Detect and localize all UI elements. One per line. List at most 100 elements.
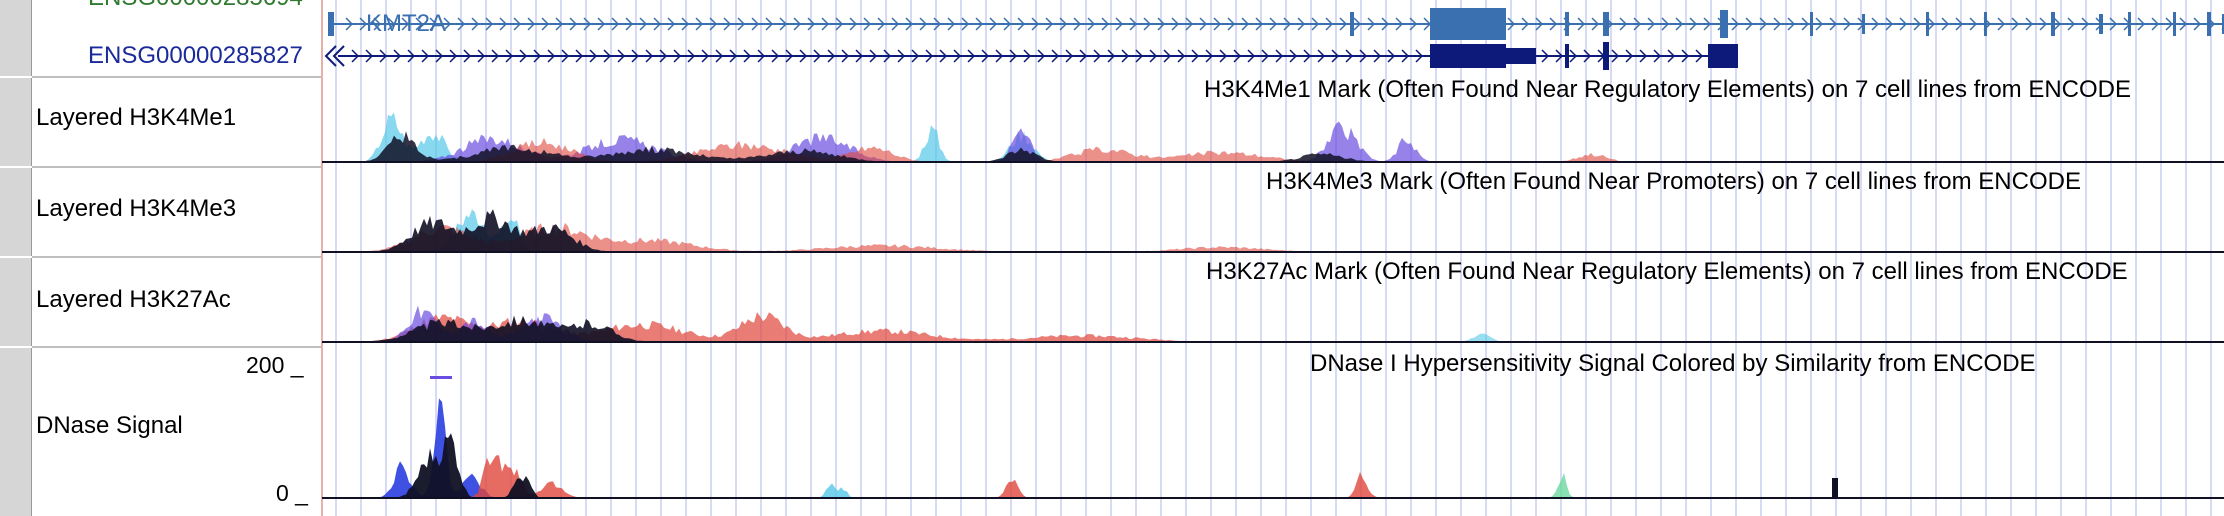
strand-arrow [589, 49, 598, 63]
strand-arrow [765, 17, 774, 31]
kmt2a-exon [1862, 14, 1865, 34]
strand-arrow [1087, 17, 1096, 31]
strand-arrow [1129, 17, 1138, 31]
track-button-h3k27ac[interactable] [0, 258, 32, 346]
strand-arrow [715, 49, 724, 63]
label-separator [32, 76, 322, 78]
strand-arrow [1079, 49, 1088, 63]
track-label-h3k27ac[interactable]: Layered H3K27Ac [36, 286, 231, 313]
strand-arrow [975, 17, 984, 31]
strand-arrow [1261, 49, 1270, 63]
strand-arrow [947, 17, 956, 31]
track-button-h3k4me3[interactable] [0, 168, 32, 256]
strand-arrow [2025, 17, 2034, 31]
track-label-h3k4me3[interactable]: Layered H3K4Me3 [36, 195, 237, 222]
ensg-gene-label[interactable]: ENSG00000285827 [88, 42, 303, 69]
strand-arrow [1017, 17, 1026, 31]
strand-arrow [1115, 17, 1124, 31]
strand-arrow [681, 17, 690, 31]
strand-arrow [547, 49, 556, 63]
dnase-axis-min-label: 0 _ [276, 480, 308, 506]
strand-arrow [1549, 17, 1558, 31]
strand-arrow [513, 17, 522, 31]
strand-arrow [757, 49, 766, 63]
strand-arrow [1409, 17, 1418, 31]
strand-arrow [737, 17, 746, 31]
strand-arrow [709, 17, 718, 31]
strand-arrow [729, 49, 738, 63]
strand-arrow [1101, 17, 1110, 31]
strand-arrow [351, 49, 360, 63]
kmt2a-exon [1984, 12, 1987, 36]
track-button-dnase[interactable] [0, 348, 32, 516]
strand-arrow [961, 17, 970, 31]
strand-arrow [925, 49, 934, 63]
track-label-dnase[interactable]: DNase Signal [36, 412, 183, 439]
strand-arrow [2137, 17, 2146, 31]
strand-arrow [793, 17, 802, 31]
strand-arrow [1199, 17, 1208, 31]
gene-models[interactable] [324, 8, 2224, 70]
track-button-h3k4me1[interactable] [0, 78, 32, 166]
strand-arrow [2039, 17, 2048, 31]
strand-arrow [1381, 17, 1390, 31]
strand-arrow [1163, 49, 1172, 63]
strand-arrow [1331, 49, 1340, 63]
kmt2a-exon [1810, 12, 1813, 36]
strand-arrow [1913, 17, 1922, 31]
strand-arrow [939, 49, 948, 63]
strand-arrow [471, 17, 480, 31]
strand-arrow [541, 17, 550, 31]
strand-arrow [1653, 49, 1662, 63]
strand-arrow [603, 49, 612, 63]
strand-arrow [1275, 49, 1284, 63]
track-data-pane[interactable]: KMT2A H3K4Me1 Mark (Often Found Near Reg… [322, 0, 2224, 516]
strand-arrow [905, 17, 914, 31]
strand-arrow [1773, 17, 1782, 31]
strand-arrow [821, 17, 830, 31]
kmt2a-exon [1926, 12, 1929, 36]
strand-arrow [1535, 17, 1544, 31]
strand-arrow [393, 49, 402, 63]
signal-tracks [322, 112, 2224, 499]
strand-arrow [967, 49, 976, 63]
strand-arrow [1037, 49, 1046, 63]
strand-arrow [1815, 17, 1824, 31]
strand-arrow [1073, 17, 1082, 31]
strand-arrow [989, 17, 998, 31]
track-button-genes[interactable] [0, 0, 32, 76]
strand-arrow [1219, 49, 1228, 63]
gridlines [335, 0, 2212, 516]
signal-layer-0 [322, 312, 2224, 342]
strand-arrow [1233, 49, 1242, 63]
strand-arrow [1401, 49, 1410, 63]
kmt2a-gene-label[interactable]: KMT2A [366, 10, 447, 37]
strand-arrow [1003, 17, 1012, 31]
strand-arrow [1583, 49, 1592, 63]
strand-arrow [1387, 49, 1396, 63]
strand-arrow [1521, 17, 1530, 31]
strand-arrow [771, 49, 780, 63]
strand-arrow [1885, 17, 1894, 31]
strand-arrow [499, 17, 508, 31]
kmt2a-exon [2128, 12, 2131, 36]
strand-arrow [779, 17, 788, 31]
strand-arrow [1241, 17, 1250, 31]
partial-gene-label[interactable]: ENSG00000285694 [88, 0, 303, 12]
strand-arrow [1829, 17, 1838, 31]
kmt2a-exon [328, 12, 334, 36]
tracks-canvas[interactable] [322, 0, 2224, 516]
kmt2a-exon [2207, 12, 2211, 36]
track-title-h3k4me3: H3K4Me3 Mark (Often Found Near Promoters… [1266, 168, 2081, 195]
strand-arrow [673, 49, 682, 63]
signal-layer-3 [322, 131, 2224, 162]
strand-arrow [639, 17, 648, 31]
ensg-exon [1603, 42, 1609, 70]
strand-arrow [345, 17, 354, 31]
pane-divider [321, 0, 323, 516]
strand-arrow [869, 49, 878, 63]
strand-arrow [1703, 17, 1712, 31]
strand-arrow [1205, 49, 1214, 63]
track-label-h3k4me1[interactable]: Layered H3K4Me1 [36, 104, 237, 131]
